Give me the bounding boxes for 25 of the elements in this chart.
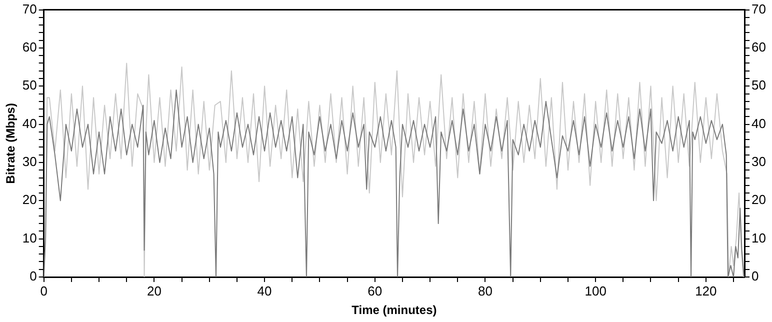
y-tick-label: 50 [22,78,37,93]
y-tick-label: 30 [22,154,37,170]
y-tick-label: 70 [22,1,37,16]
y2-tick-label: 40 [752,116,766,131]
y-tick-label: 10 [22,230,37,246]
x-axis-title: Time (minutes) [352,303,437,318]
y2-tick-label: 10 [752,230,766,246]
y2-tick-label: 30 [752,154,766,170]
y2-tick-label: 70 [752,1,766,16]
y-axis-title: Bitrate (Mbps) [4,103,18,184]
x-tick-label: 80 [478,283,492,298]
y-tick-label: 0 [30,268,37,284]
x-tick-label: 100 [584,283,606,298]
y-tick-label: 40 [22,116,37,131]
y2-tick-label: 50 [752,78,766,93]
x-tick-label: 60 [368,283,382,298]
y-tick-label: 60 [22,40,37,55]
y2-tick-label: 60 [752,40,766,55]
y2-tick-label: 20 [752,192,766,208]
x-tick-label: 40 [257,283,272,298]
y-tick-label: 20 [22,192,37,208]
x-tick-label: 20 [146,283,162,298]
x-tick-label: 120 [695,283,717,298]
x-tick-label: 0 [40,283,48,298]
y2-tick-label: 0 [752,268,759,284]
